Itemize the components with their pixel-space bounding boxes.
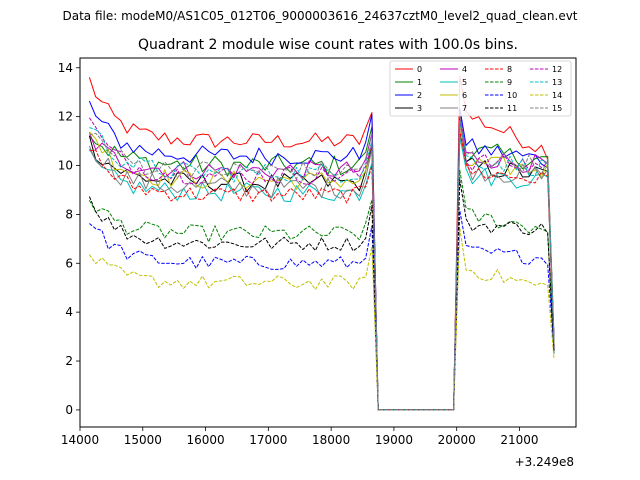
series-line-14	[88, 228, 555, 411]
y-tick-label: 0	[65, 403, 73, 417]
legend-label-15: 15	[552, 104, 562, 113]
legend-label-6: 6	[462, 91, 467, 100]
series-line-8	[89, 130, 555, 411]
legend-label-8: 8	[507, 65, 512, 74]
x-tick-label: 16000	[186, 433, 224, 447]
series-line-11	[88, 179, 555, 411]
x-tick-label: 14000	[61, 433, 99, 447]
legend-label-13: 13	[552, 78, 562, 87]
plot-series-group	[88, 75, 555, 411]
legend-label-14: 14	[552, 91, 562, 100]
legend-label-0: 0	[417, 65, 422, 74]
series-line-2	[88, 100, 555, 411]
file-suptitle: Data file: modeM0/AS1C05_012T06_90000036…	[62, 9, 577, 23]
series-line-0	[88, 75, 555, 411]
series-line-9	[88, 169, 555, 411]
x-axis: 14000 15000 16000 17000 18000 19000 20000 21000	[61, 427, 539, 447]
legend-label-9: 9	[507, 78, 512, 87]
y-tick-label: 2	[65, 354, 73, 368]
x-tick-label: 21000	[500, 433, 538, 447]
legend-label-3: 3	[417, 104, 422, 113]
legend-label-1: 1	[417, 78, 422, 87]
y-tick-label: 8	[65, 207, 73, 221]
y-tick-label: 12	[58, 110, 73, 124]
y-tick-label: 14	[58, 61, 73, 75]
legend-label-7: 7	[462, 104, 467, 113]
legend-label-12: 12	[552, 65, 562, 74]
series-line-7	[88, 133, 555, 411]
legend-label-4: 4	[462, 65, 467, 74]
y-tick-label: 4	[65, 305, 73, 319]
y-tick-label: 10	[58, 159, 73, 173]
series-line-10	[89, 210, 555, 411]
x-tick-label: 20000	[438, 433, 476, 447]
y-tick-label: 6	[65, 256, 73, 270]
legend-label-11: 11	[507, 104, 517, 113]
chart-title: Quadrant 2 module wise count rates with …	[138, 37, 518, 53]
y-axis: 0 2 4 6 8 10 12 14	[58, 61, 80, 417]
x-tick-label: 18000	[312, 433, 350, 447]
series-line-15	[89, 114, 555, 411]
legend-label-10: 10	[507, 91, 517, 100]
series-line-12	[88, 117, 555, 411]
x-tick-label: 15000	[124, 433, 162, 447]
legend-label-2: 2	[417, 91, 422, 100]
x-offset-label: +3.249e8	[515, 455, 574, 469]
x-tick-label: 19000	[375, 433, 413, 447]
legend-label-5: 5	[462, 78, 467, 87]
legend-box	[389, 60, 572, 117]
axes-frame	[79, 57, 577, 428]
x-tick-label: 17000	[249, 433, 287, 447]
